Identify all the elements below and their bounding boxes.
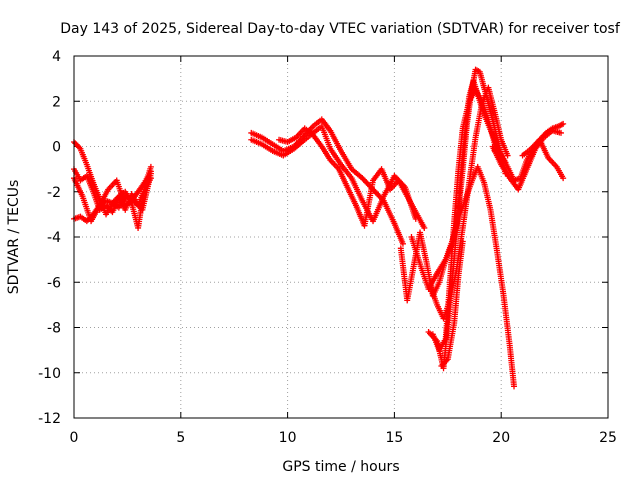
series-arc-13 xyxy=(438,238,466,369)
x-tick-label: 15 xyxy=(385,430,403,446)
y-tick-label: 4 xyxy=(52,49,61,65)
x-tick-label: 5 xyxy=(176,430,185,446)
series-arc-03 xyxy=(71,138,154,218)
data-point xyxy=(147,170,154,177)
data-point xyxy=(459,238,466,245)
data-point xyxy=(560,120,567,127)
series-arc-12 xyxy=(427,84,511,322)
data-point xyxy=(399,240,406,247)
x-tick-label: 20 xyxy=(492,430,510,446)
x-tick-label: 10 xyxy=(279,430,297,446)
series-arc-07 xyxy=(276,125,428,231)
x-tick-label: 25 xyxy=(599,430,617,446)
x-tick-label: 0 xyxy=(70,430,79,446)
data-point xyxy=(560,175,567,182)
x-axis-label: GPS time / hours xyxy=(282,459,399,475)
data-point xyxy=(504,152,511,159)
series-arc-04 xyxy=(71,170,154,225)
data-point xyxy=(511,383,518,390)
y-tick-label: -12 xyxy=(38,411,61,427)
y-axis-label: SDTVAR / TECUs xyxy=(6,180,22,295)
y-tick-label: -6 xyxy=(47,275,61,291)
data-point xyxy=(421,224,428,231)
chart-title: Day 143 of 2025, Sidereal Day-to-day VTE… xyxy=(60,21,621,37)
grid-layer xyxy=(74,56,608,418)
y-tick-label: 2 xyxy=(52,94,61,110)
series-arc-16 xyxy=(519,136,567,182)
tick-label-layer: 0 5 10 15 20 25 -12 -10 -8 -6 -4 -2 0 2 4 xyxy=(38,49,617,446)
plot-frame xyxy=(73,55,609,419)
points-layer xyxy=(71,66,567,390)
y-tick-label: -2 xyxy=(47,185,61,201)
y-tick-label: 0 xyxy=(52,140,61,156)
y-tick-label: -4 xyxy=(47,230,61,246)
data-point xyxy=(558,129,565,136)
y-tick-label: -8 xyxy=(47,321,61,337)
y-tick-label: -10 xyxy=(38,366,61,382)
